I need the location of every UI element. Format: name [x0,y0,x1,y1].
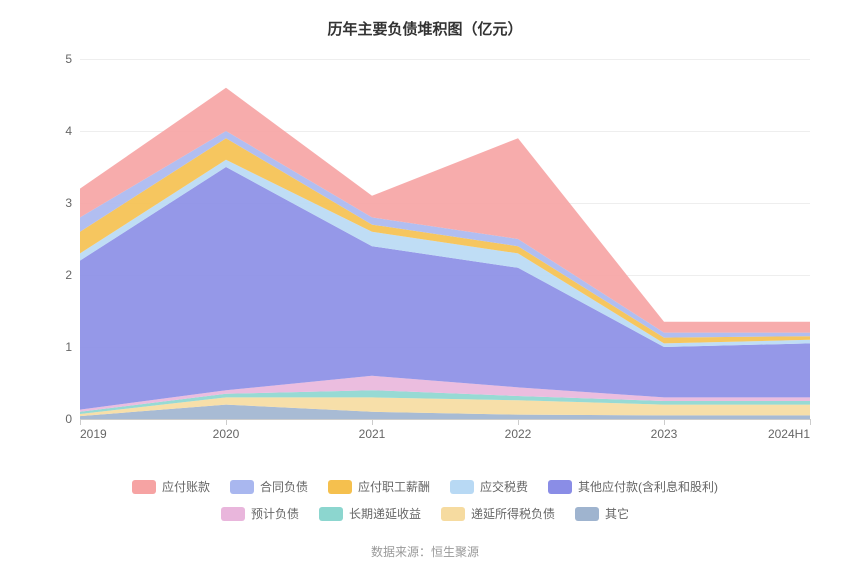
legend-item: 长期递延收益 [319,502,421,526]
plot-wrap: 0 1 2 3 4 5 2019 2020 2021 2022 2023 2024H1 [30,49,820,449]
legend-swatch [221,507,245,521]
x-axis-tick [372,419,373,425]
stacked-area-svg [80,59,810,419]
legend-swatch [548,480,572,494]
legend-item: 递延所得税负债 [441,502,555,526]
chart-container: 历年主要负债堆积图（亿元） 0 1 2 3 4 5 2019 2020 2021 2022 2023… [0,0,850,575]
y-axis-tick-label: 3 [30,196,72,210]
plot-area: 012345201920202021202220232024H1 [80,59,810,419]
y-axis-tick-label: 0 [30,412,72,426]
legend-item: 应交税费 [450,475,528,499]
legend-label: 应交税费 [480,475,528,499]
legend-label: 合同负债 [260,475,308,499]
legend-item: 应付职工薪酬 [328,475,430,499]
legend-label: 预计负债 [251,502,299,526]
x-axis-tick-label: 2022 [505,427,532,441]
legend-item: 其他应付款(含利息和股利) [548,475,718,499]
y-axis-tick-label: 1 [30,340,72,354]
x-axis-tick [80,419,81,425]
x-axis-line [80,419,810,420]
legend-item: 其它 [575,502,629,526]
y-axis-tick-label: 2 [30,268,72,282]
legend-item: 预计负债 [221,502,299,526]
legend-swatch [319,507,343,521]
x-axis-tick-label: 2023 [651,427,678,441]
legend-swatch [132,480,156,494]
x-axis-tick-label: 2024H1 [768,427,810,441]
legend-item: 应付账款 [132,475,210,499]
legend-swatch [441,507,465,521]
chart-title: 历年主要负债堆积图（亿元） [30,18,820,39]
y-axis-tick-label: 5 [30,52,72,66]
legend-label: 递延所得税负债 [471,502,555,526]
legend-swatch [328,480,352,494]
legend-swatch [575,507,599,521]
y-axis-tick-label: 4 [30,124,72,138]
x-axis-tick [664,419,665,425]
x-axis-tick [810,419,811,425]
x-axis-tick [518,419,519,425]
x-axis-tick-label: 2019 [80,427,107,441]
x-axis-tick [226,419,227,425]
legend-swatch [450,480,474,494]
x-axis-tick-label: 2021 [359,427,386,441]
data-source-label: 数据来源：恒生聚源 [30,543,820,560]
legend-label: 应付职工薪酬 [358,475,430,499]
legend-label: 长期递延收益 [349,502,421,526]
legend-label: 其它 [605,502,629,526]
legend: 应付账款 合同负债 应付职工薪酬 应交税费 其他应付款(含利息和股利) 预计负债 长期递延收… [30,475,820,529]
legend-swatch [230,480,254,494]
legend-label: 其他应付款(含利息和股利) [578,475,718,499]
legend-label: 应付账款 [162,475,210,499]
x-axis-tick-label: 2020 [213,427,240,441]
legend-item: 合同负债 [230,475,308,499]
